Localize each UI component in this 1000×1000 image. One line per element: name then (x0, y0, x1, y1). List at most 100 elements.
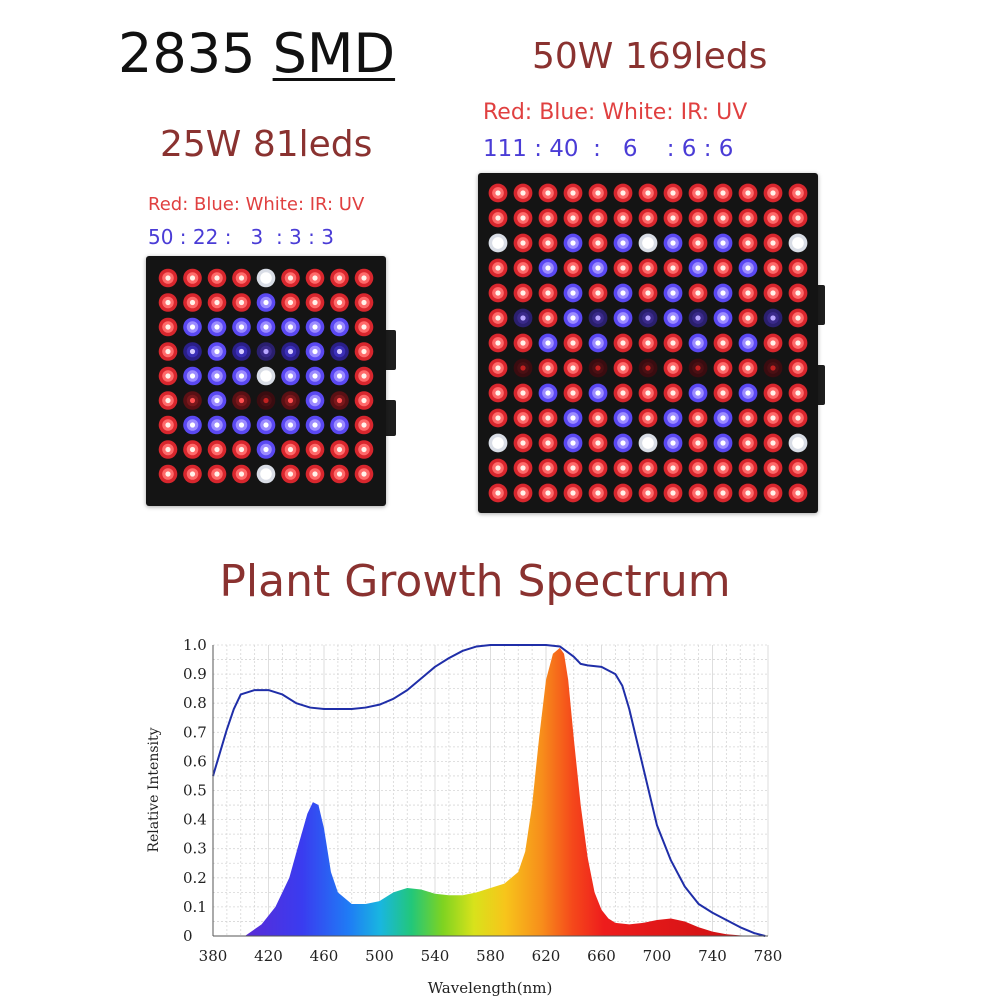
red-led (538, 233, 558, 253)
red-led (330, 464, 349, 484)
red-led (788, 258, 808, 278)
absorption-curve-line (212, 644, 766, 937)
red-led (354, 440, 374, 459)
red-led (588, 233, 608, 253)
red-led (513, 433, 533, 453)
red-led (763, 483, 783, 503)
white-led (256, 268, 276, 288)
red-led (638, 408, 658, 428)
blue-led (330, 317, 349, 337)
red-led (663, 458, 683, 478)
smd-title: 2835 SMD (118, 22, 395, 85)
red-led (513, 208, 533, 228)
red-led (158, 342, 178, 361)
red-led (281, 464, 300, 484)
red-led (158, 440, 178, 459)
red-led (613, 258, 633, 278)
spectrum-title: Plant Growth Spectrum (219, 556, 731, 607)
red-led (713, 358, 733, 378)
red-led (305, 440, 325, 459)
red-led (763, 333, 783, 353)
blue-led (232, 317, 251, 337)
ir-led (688, 358, 708, 378)
blue-led (588, 258, 608, 278)
red-led (663, 483, 683, 503)
red-led (183, 440, 202, 459)
red-led (513, 483, 533, 503)
blue-led (207, 342, 227, 361)
x-tick-label: 700 (643, 947, 672, 965)
red-led (354, 317, 374, 337)
red-led (638, 208, 658, 228)
red-led (563, 183, 583, 203)
red-led (763, 258, 783, 278)
red-led (713, 258, 733, 278)
white-led (488, 233, 508, 253)
red-led (305, 293, 325, 312)
red-led (354, 342, 374, 361)
red-led (763, 433, 783, 453)
red-led (588, 183, 608, 203)
red-led (207, 293, 227, 312)
red-led (232, 464, 251, 484)
red-led (588, 208, 608, 228)
red-led (305, 268, 325, 288)
red-led (488, 258, 508, 278)
red-led (488, 183, 508, 203)
dim-blue-led (281, 342, 300, 361)
blue-led (305, 342, 325, 361)
blue-led (563, 433, 583, 453)
white-led (788, 233, 808, 253)
red-led (713, 208, 733, 228)
red-led (158, 268, 178, 288)
red-led (354, 366, 374, 386)
large-panel-ratio-values: 111 : 40 : 6 : 6 : 6 (483, 136, 734, 162)
red-led (563, 333, 583, 353)
red-led (738, 283, 758, 303)
smd-prefix: 2835 (118, 22, 256, 85)
red-led (354, 293, 374, 312)
red-led (638, 383, 658, 403)
red-led (513, 383, 533, 403)
ir-led (588, 358, 608, 378)
x-tick-label: 740 (698, 947, 727, 965)
ir-led (256, 391, 276, 410)
uv-led (588, 308, 608, 328)
red-led (281, 268, 300, 288)
blue-led (613, 408, 633, 428)
blue-led (563, 308, 583, 328)
y-axis-label: Relative Intensity (146, 727, 162, 852)
red-led (232, 440, 251, 459)
dim-blue-led (330, 342, 349, 361)
white-led (638, 233, 658, 253)
red-led (158, 293, 178, 312)
red-led (183, 268, 202, 288)
blue-led (613, 283, 633, 303)
red-led (513, 283, 533, 303)
red-led (613, 458, 633, 478)
red-led (538, 408, 558, 428)
blue-led (713, 408, 733, 428)
blue-led (183, 366, 202, 386)
red-led (688, 283, 708, 303)
red-led (563, 258, 583, 278)
blue-led (183, 415, 202, 435)
red-led (713, 183, 733, 203)
blue-led (713, 283, 733, 303)
red-led (688, 458, 708, 478)
red-led (513, 183, 533, 203)
red-led (563, 383, 583, 403)
red-led (488, 283, 508, 303)
blue-led (663, 283, 683, 303)
red-led (738, 183, 758, 203)
red-led (763, 283, 783, 303)
red-led (207, 440, 227, 459)
red-led (663, 333, 683, 353)
emission-spectrum-area (244, 647, 766, 936)
red-led (663, 258, 683, 278)
red-led (488, 383, 508, 403)
red-led (563, 208, 583, 228)
y-tick-label: 0.9 (183, 665, 207, 683)
red-led (563, 358, 583, 378)
blue-led (538, 383, 558, 403)
